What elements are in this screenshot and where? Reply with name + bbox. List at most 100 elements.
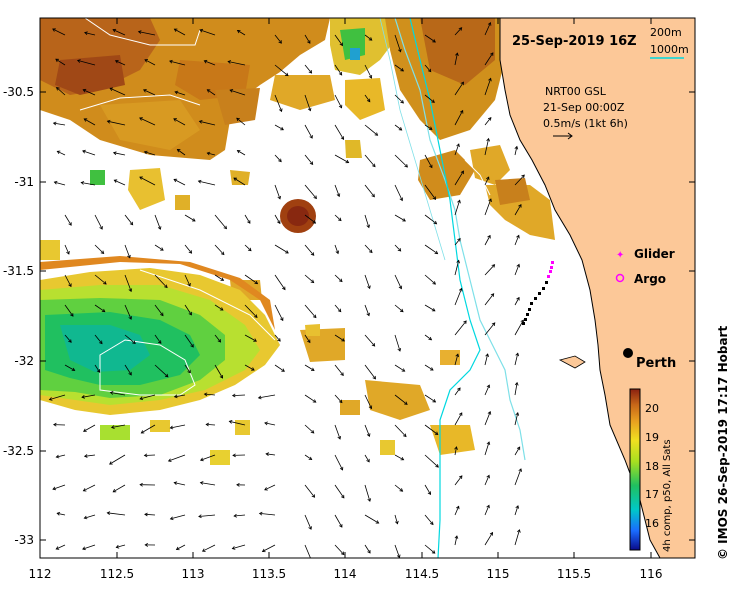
current-vector-head bbox=[254, 280, 259, 285]
current-vector-head bbox=[112, 151, 117, 156]
current-vector-head bbox=[113, 179, 118, 183]
current-vector-head bbox=[307, 339, 311, 344]
current-vector bbox=[144, 454, 156, 456]
current-vector bbox=[94, 244, 104, 254]
current-vector-head bbox=[144, 543, 149, 547]
current-vector bbox=[56, 87, 66, 96]
current-vector-head bbox=[139, 396, 144, 401]
current-vector-head bbox=[338, 399, 343, 404]
current-vector-head bbox=[397, 348, 402, 352]
current-vector bbox=[304, 34, 311, 44]
plot-frame bbox=[39, 17, 696, 559]
current-vector-head bbox=[491, 264, 496, 268]
current-vector-head bbox=[490, 293, 495, 297]
current-vector bbox=[154, 274, 168, 288]
current-vector-head bbox=[144, 512, 148, 517]
current-vector-head bbox=[309, 161, 314, 165]
glider-legend-label: Glider bbox=[634, 247, 675, 261]
current-vector-head bbox=[173, 481, 178, 485]
current-vector bbox=[454, 170, 464, 186]
current-vector bbox=[424, 304, 436, 312]
current-vector bbox=[168, 454, 186, 462]
current-vector-head bbox=[199, 457, 204, 462]
current-vector bbox=[334, 124, 344, 140]
current-vector-head bbox=[277, 220, 281, 225]
current-vector bbox=[304, 274, 314, 283]
current-vector bbox=[52, 484, 66, 490]
current-vector-head bbox=[459, 109, 464, 114]
current-vector-head bbox=[278, 40, 282, 44]
current-vector-head bbox=[198, 120, 203, 124]
current-vector bbox=[454, 81, 464, 96]
current-vector bbox=[139, 117, 156, 126]
current-vector-head bbox=[281, 368, 285, 372]
current-vector-head bbox=[264, 487, 268, 491]
current-vector bbox=[484, 235, 491, 246]
current-vector bbox=[364, 274, 371, 289]
current-vector-head bbox=[83, 118, 88, 122]
current-vector bbox=[236, 117, 246, 126]
current-vector bbox=[424, 64, 432, 72]
current-vector bbox=[144, 151, 156, 156]
current-vector-head bbox=[81, 394, 85, 399]
current-vector-head bbox=[103, 281, 107, 285]
current-vector-head bbox=[52, 121, 57, 126]
current-vector bbox=[177, 149, 186, 156]
current-vector bbox=[144, 513, 156, 516]
current-vector-head bbox=[199, 28, 204, 33]
colorbar-tick: 19 bbox=[645, 431, 659, 444]
axis-ticks bbox=[39, 18, 695, 558]
current-vector-head bbox=[339, 42, 343, 47]
current-vector-head bbox=[338, 278, 343, 283]
current-vector bbox=[424, 274, 436, 285]
current-vector bbox=[364, 424, 370, 437]
current-vector bbox=[64, 364, 75, 371]
current-vector bbox=[484, 52, 494, 66]
current-vector bbox=[198, 180, 216, 186]
current-vector bbox=[454, 446, 457, 456]
current-vector bbox=[334, 394, 343, 403]
current-vector-head bbox=[518, 468, 522, 472]
current-vector-head bbox=[112, 28, 117, 33]
current-vector bbox=[124, 304, 132, 320]
current-vector bbox=[484, 475, 490, 486]
current-vector-head bbox=[432, 281, 436, 285]
current-vector bbox=[124, 244, 131, 258]
current-vector bbox=[424, 424, 439, 435]
current-vector bbox=[184, 244, 192, 254]
current-vector-head bbox=[229, 89, 234, 93]
current-vector-head bbox=[486, 474, 490, 479]
current-vector-head bbox=[429, 164, 433, 169]
current-vector-head bbox=[518, 204, 522, 208]
current-vector-head bbox=[428, 336, 433, 341]
current-vector bbox=[124, 214, 134, 226]
current-vector bbox=[334, 94, 342, 108]
current-vector-head bbox=[139, 117, 143, 121]
current-vector bbox=[514, 146, 518, 156]
map-title: 25-Sep-2019 16Z bbox=[512, 34, 637, 49]
current-vector bbox=[109, 454, 126, 465]
current-vector bbox=[244, 334, 257, 342]
current-vector bbox=[109, 87, 126, 96]
current-vector bbox=[424, 544, 436, 554]
current-vector bbox=[364, 184, 375, 198]
current-vector bbox=[484, 117, 492, 126]
current-vector bbox=[64, 334, 72, 343]
current-vector-head bbox=[489, 531, 493, 536]
current-vector bbox=[454, 412, 463, 426]
current-vector-head bbox=[112, 488, 117, 493]
current-vector bbox=[484, 411, 491, 426]
current-vector-head bbox=[109, 391, 114, 395]
current-vector bbox=[274, 64, 289, 77]
current-vector bbox=[115, 60, 126, 66]
current-vector-head bbox=[220, 251, 225, 256]
current-vector-head bbox=[144, 59, 149, 63]
current-vector bbox=[364, 514, 379, 524]
current-vector bbox=[484, 384, 490, 396]
current-vector bbox=[394, 514, 398, 524]
current-vector-head bbox=[431, 99, 435, 103]
current-vector bbox=[424, 94, 435, 103]
current-vector bbox=[258, 394, 276, 399]
current-vector bbox=[173, 179, 186, 186]
current-vector bbox=[234, 514, 246, 517]
